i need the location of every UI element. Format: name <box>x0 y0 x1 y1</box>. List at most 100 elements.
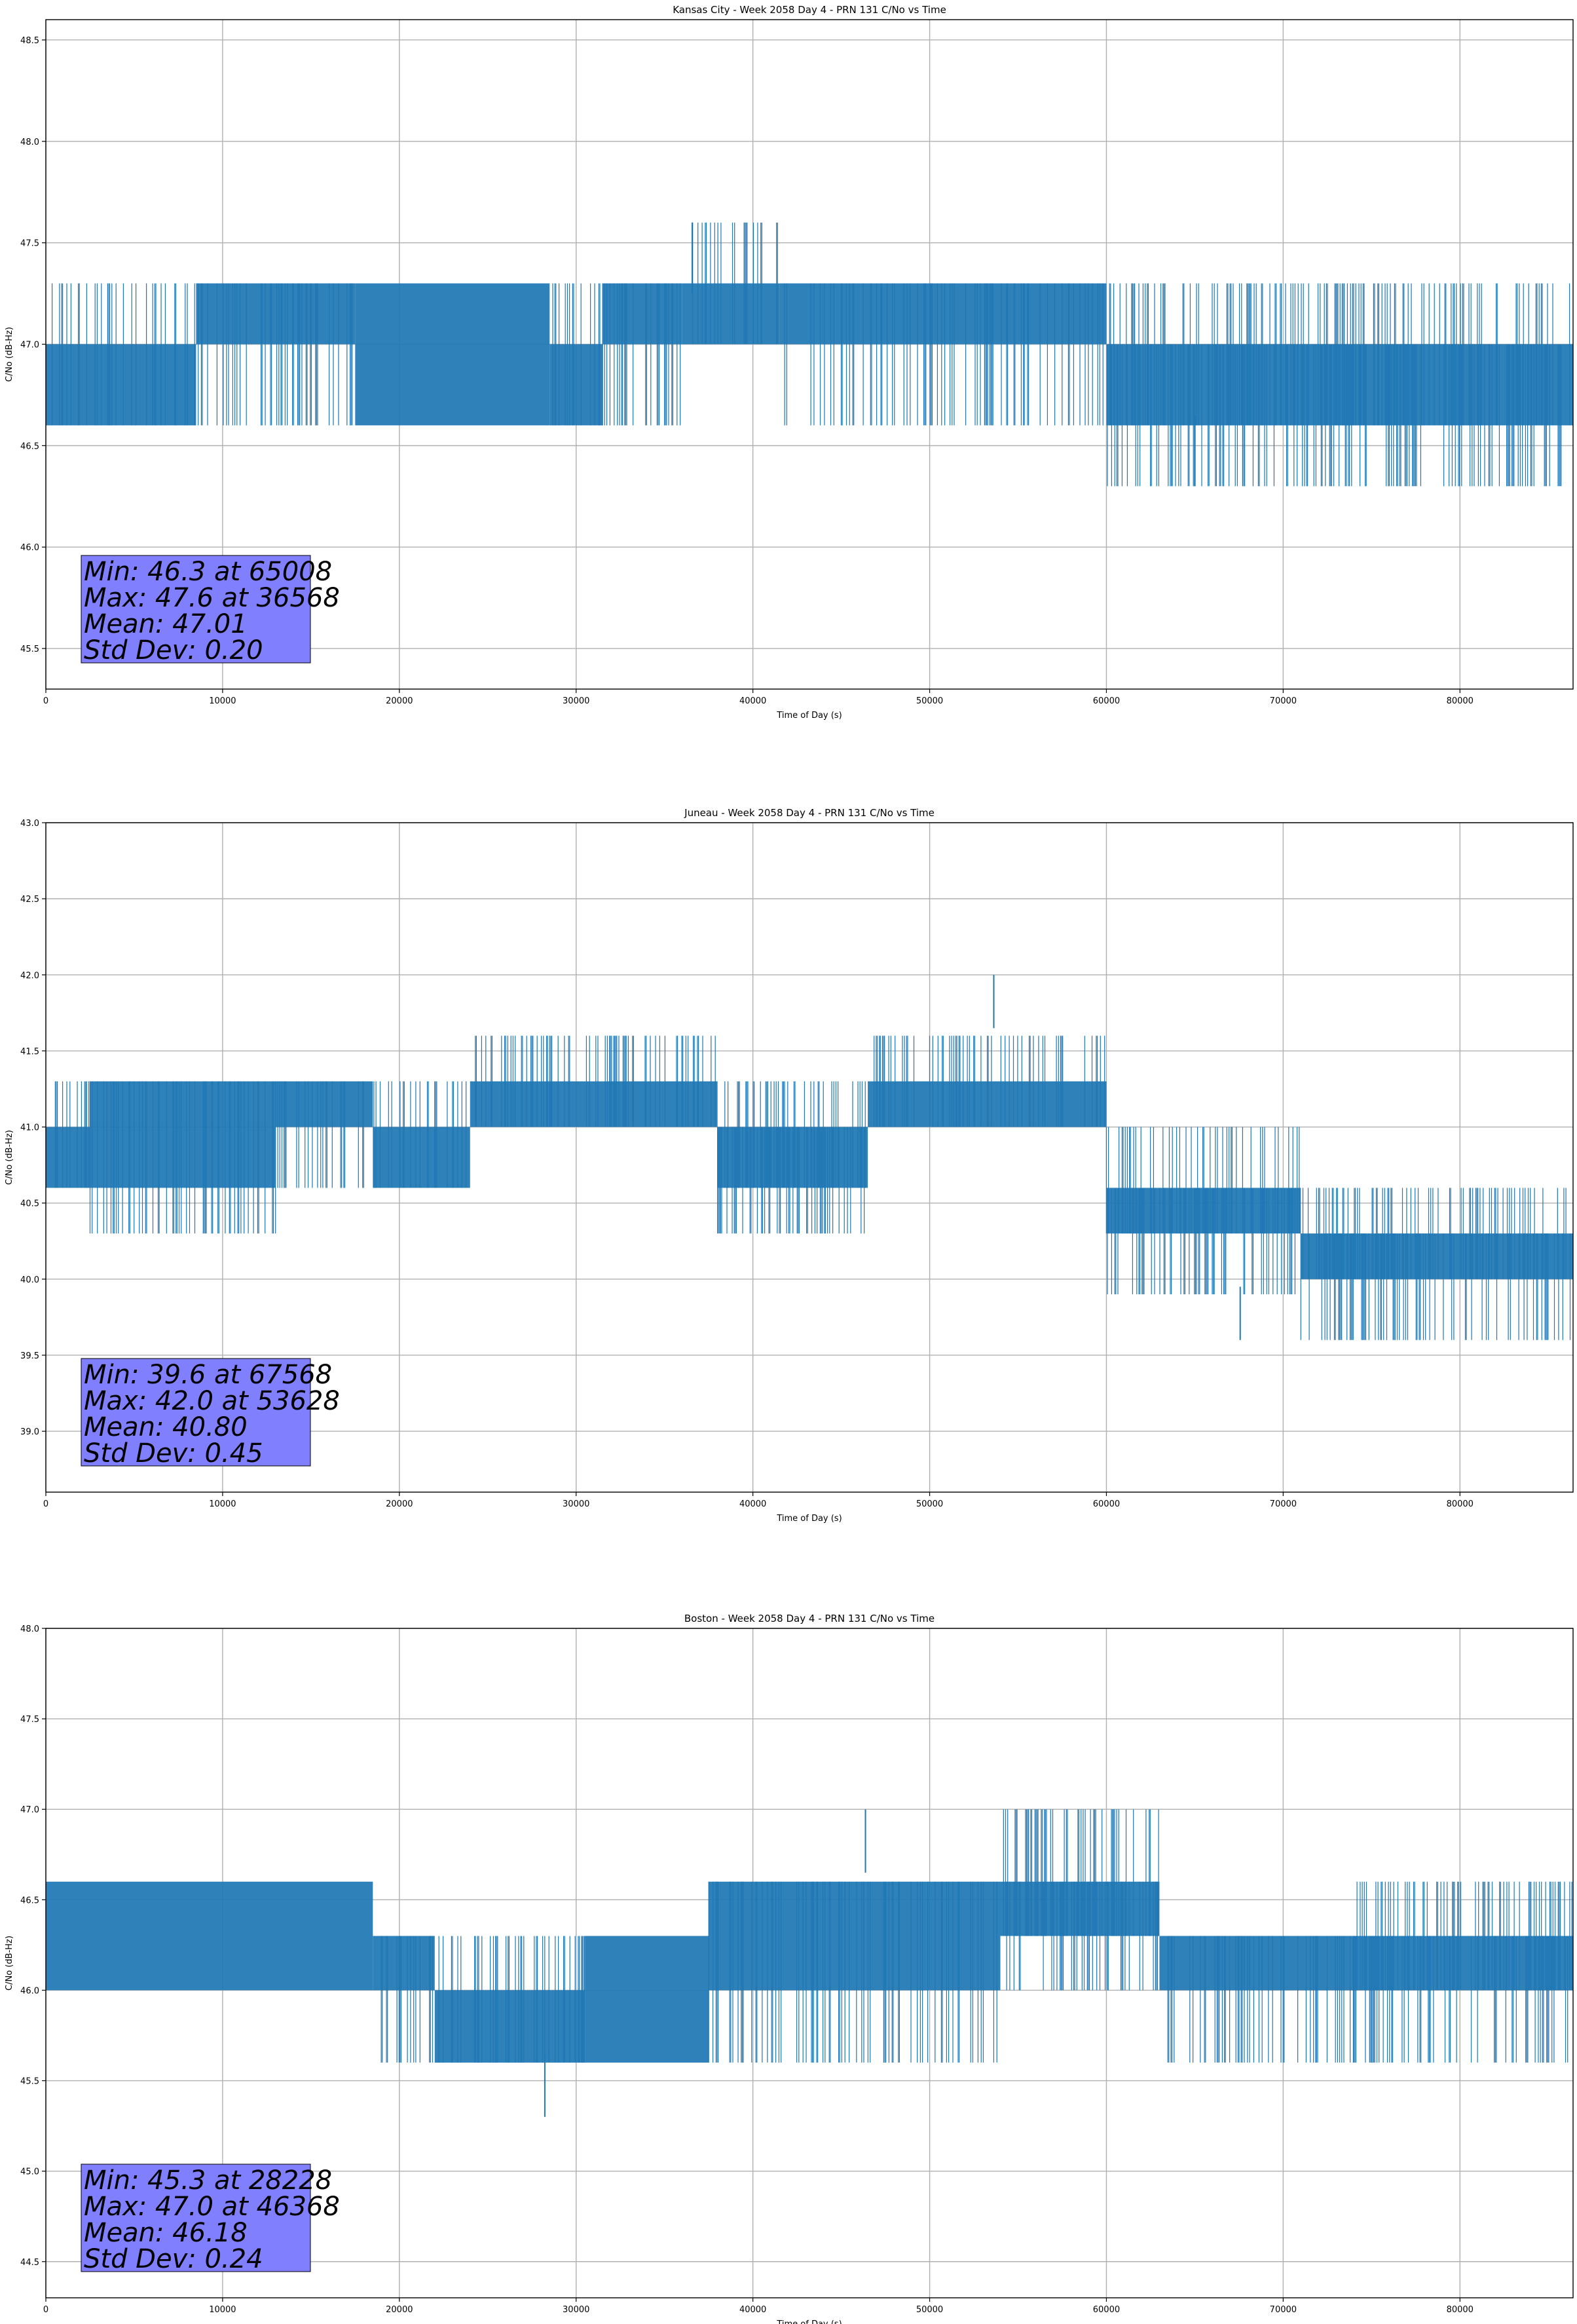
stats-std: Std Dev: 0.45 <box>84 1438 263 1469</box>
y-tick-label: 47.0 <box>20 341 39 350</box>
series-band <box>1000 1881 1160 1936</box>
series-band <box>275 1081 373 1127</box>
y-tick-label: 45.5 <box>20 645 39 654</box>
x-tick-label: 70000 <box>1270 2305 1297 2315</box>
chart-title: Juneau - Week 2058 Day 4 - PRN 131 C/No … <box>684 807 935 819</box>
stats-min: Min: 46.3 at 65008 <box>84 557 332 587</box>
stats-mean: Mean: 46.18 <box>84 2218 248 2248</box>
chart-1: 0 10000 20000 30000 40000 50000 60000 70000 8000… <box>5 807 1574 1524</box>
y-tick-label: 41.0 <box>20 1123 39 1133</box>
stats-std: Std Dev: 0.20 <box>84 635 263 665</box>
x-tick-label: 50000 <box>916 2305 943 2315</box>
x-tick-label: 60000 <box>1093 1499 1120 1509</box>
x-tick-label: 20000 <box>386 696 413 706</box>
x-axis-label: Time of Day (s) <box>776 2319 842 2324</box>
series-band <box>373 1936 435 1991</box>
x-tick-label: 10000 <box>209 1499 236 1509</box>
series-band <box>549 344 603 426</box>
x-tick-label: 30000 <box>563 2305 589 2315</box>
series-band <box>373 1127 470 1188</box>
x-tick-label: 50000 <box>916 696 943 706</box>
x-tick-label: 30000 <box>563 696 589 706</box>
y-tick-label: 40.5 <box>20 1199 39 1209</box>
stats-box <box>81 555 311 664</box>
series-band <box>470 1081 718 1127</box>
x-tick-label: 70000 <box>1270 696 1297 706</box>
y-tick-label: 48.0 <box>20 138 39 147</box>
y-axis-label: C/No (dB-Hz) <box>5 1936 14 1991</box>
series-band <box>46 1881 373 1991</box>
y-tick-label: 40.0 <box>20 1275 39 1285</box>
series-band <box>585 1936 709 2063</box>
stats-max: Max: 47.0 at 46368 <box>84 2192 340 2222</box>
y-axis-label: C/No (dB-Hz) <box>5 1130 14 1185</box>
x-tick-label: 0 <box>43 2305 48 2315</box>
series-band <box>90 1081 276 1188</box>
series-band <box>46 1127 90 1188</box>
series-band <box>46 344 196 426</box>
plot-frame <box>45 1628 1574 2298</box>
y-tick-label: 45.0 <box>20 2167 39 2177</box>
series-band <box>1301 1233 1573 1279</box>
y-tick-label: 45.5 <box>20 2077 39 2087</box>
x-tick-label: 80000 <box>1447 2305 1474 2315</box>
x-tick-label: 0 <box>43 1499 48 1509</box>
y-tick-label: 43.0 <box>20 819 39 829</box>
x-axis-label: Time of Day (s) <box>776 711 842 721</box>
series-band <box>779 283 877 345</box>
y-tick-label: 46.0 <box>20 1986 39 1996</box>
x-tick-label: 10000 <box>209 696 236 706</box>
x-tick-label: 20000 <box>386 2305 413 2315</box>
series-band <box>434 1990 585 2063</box>
series-line <box>54 1036 1571 1340</box>
x-tick-label: 60000 <box>1093 2305 1120 2315</box>
stats-std: Std Dev: 0.24 <box>84 2244 263 2274</box>
stats-mean: Mean: 40.80 <box>84 1412 248 1442</box>
y-tick-label: 39.5 <box>20 1351 39 1361</box>
x-tick-label: 10000 <box>209 2305 236 2315</box>
plot-frame <box>45 19 1574 690</box>
series-band <box>709 1881 1001 1991</box>
stats-max: Max: 42.0 at 53628 <box>84 1386 340 1416</box>
series-line <box>380 1809 1572 2063</box>
x-tick-label: 80000 <box>1447 1499 1474 1509</box>
y-tick-label: 42.5 <box>20 895 39 905</box>
y-tick-label: 47.5 <box>20 239 39 249</box>
stats-min: Min: 39.6 at 67568 <box>84 1360 332 1390</box>
x-tick-label: 30000 <box>563 1499 589 1509</box>
y-tick-label: 46.5 <box>20 1896 39 1905</box>
series-band <box>1159 1936 1354 1991</box>
stats-max: Max: 47.6 at 36568 <box>84 583 340 613</box>
stats-box <box>81 2164 311 2272</box>
y-tick-label: 46.5 <box>20 441 39 451</box>
series-line <box>52 222 1570 487</box>
plot-frame <box>45 822 1574 1493</box>
series-band <box>682 283 780 345</box>
y-tick-label: 42.0 <box>20 971 39 981</box>
x-tick-label: 60000 <box>1093 696 1120 706</box>
stats-min: Min: 45.3 at 28228 <box>84 2165 332 2196</box>
series-band <box>603 283 682 345</box>
chart-title: Boston - Week 2058 Day 4 - PRN 131 C/No … <box>684 1613 935 1624</box>
x-tick-label: 80000 <box>1447 696 1474 706</box>
x-tick-label: 70000 <box>1270 1499 1297 1509</box>
stats-box <box>81 1358 311 1467</box>
x-tick-label: 50000 <box>916 1499 943 1509</box>
y-tick-label: 48.5 <box>20 36 39 46</box>
x-tick-label: 40000 <box>739 2305 766 2315</box>
y-tick-label: 44.5 <box>20 2258 39 2268</box>
y-tick-label: 48.0 <box>20 1624 39 1634</box>
x-tick-label: 40000 <box>739 1499 766 1509</box>
y-tick-label: 46.0 <box>20 543 39 553</box>
x-axis-label: Time of Day (s) <box>776 1514 842 1524</box>
series-band <box>196 283 356 345</box>
y-axis-label: C/No (dB-Hz) <box>5 327 14 382</box>
y-tick-label: 41.5 <box>20 1047 39 1057</box>
y-tick-label: 47.0 <box>20 1805 39 1815</box>
chart-2: 0 10000 20000 30000 40000 50000 60000 70000 8000… <box>5 1613 1574 2324</box>
series-band <box>355 283 550 426</box>
x-tick-label: 20000 <box>386 1499 413 1509</box>
chart-title: Kansas City - Week 2058 Day 4 - PRN 131 … <box>673 4 946 16</box>
y-tick-label: 47.5 <box>20 1715 39 1725</box>
